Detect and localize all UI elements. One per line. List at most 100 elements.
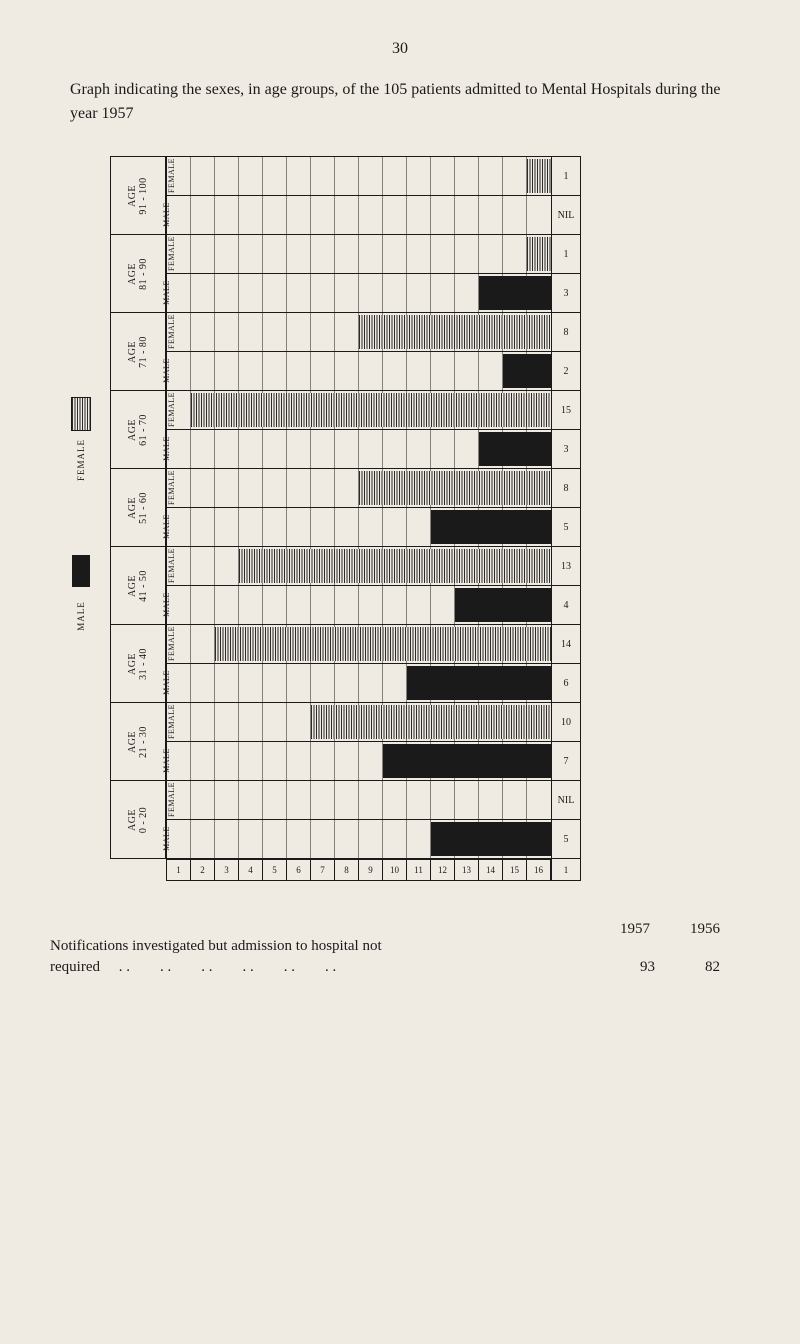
- bar-male: [479, 276, 551, 310]
- value-male: 5: [552, 820, 581, 859]
- bar-male: [479, 432, 551, 466]
- bar-male: [503, 354, 551, 388]
- value-female: 14: [552, 625, 581, 664]
- footer-year-a: 1957: [620, 921, 650, 938]
- legend-swatch-female: [71, 397, 91, 431]
- x-tick: 12: [431, 859, 455, 880]
- legend-label-male: MALE: [76, 601, 86, 631]
- age-group-row: AGE81 - 90 FEMALE 1: [111, 235, 581, 274]
- bar-cell-female: [167, 625, 552, 664]
- age-group-row: MALE 4: [111, 586, 581, 625]
- bar-female: [359, 471, 551, 505]
- bar-cell-female: [167, 469, 552, 508]
- chart-table: AGE91 - 100 FEMALE 1MALE NIL AGE81: [110, 156, 581, 881]
- age-group-row: MALE 7: [111, 742, 581, 781]
- age-group-row: MALE 2: [111, 352, 581, 391]
- x-tick: 11: [407, 859, 431, 880]
- bar-female: [527, 237, 551, 271]
- age-group-row: MALE 3: [111, 430, 581, 469]
- bar-cell-male: [167, 586, 552, 625]
- age-group-row: MALE 5: [111, 508, 581, 547]
- bar-female: [215, 627, 551, 661]
- value-female: 13: [552, 547, 581, 586]
- footer: 1957 1956 Notifications investigated but…: [50, 921, 750, 976]
- bar-cell-female: [167, 781, 552, 820]
- value-male: 2: [552, 352, 581, 391]
- age-group-row: AGE91 - 100 FEMALE 1: [111, 157, 581, 196]
- value-male: 5: [552, 508, 581, 547]
- age-label-cell: AGE31 - 40: [111, 625, 166, 703]
- age-group-row: MALE 3: [111, 274, 581, 313]
- x-tick: 3: [215, 859, 239, 880]
- value-male: 3: [552, 430, 581, 469]
- bar-cell-male: [167, 664, 552, 703]
- bar-male: [431, 822, 551, 856]
- bar-cell-female: [167, 547, 552, 586]
- x-tick: 16: [527, 859, 551, 880]
- x-tick: 2: [191, 859, 215, 880]
- age-group-row: AGE41 - 50 FEMALE 13: [111, 547, 581, 586]
- bar-cell-male: [167, 430, 552, 469]
- chart: AGE91 - 100 FEMALE 1MALE NIL AGE81: [110, 156, 581, 881]
- bar-cell-female: [167, 157, 552, 196]
- legend-label-female: FEMALE: [76, 439, 86, 481]
- page-number: 30: [50, 40, 750, 58]
- footer-val-b: 82: [705, 959, 720, 976]
- value-male: 6: [552, 664, 581, 703]
- age-label-cell: AGE81 - 90: [111, 235, 166, 313]
- x-tick: 13: [455, 859, 479, 880]
- bar-male: [431, 510, 551, 544]
- value-female: 8: [552, 469, 581, 508]
- legend: FEMALE MALE: [60, 397, 102, 641]
- value-male: 4: [552, 586, 581, 625]
- x-tick: 4: [239, 859, 263, 880]
- age-group-row: AGE61 - 70 FEMALE 15: [111, 391, 581, 430]
- x-axis: 16151413121110987654321 1: [111, 859, 581, 881]
- bar-cell-male: [167, 274, 552, 313]
- bar-cell-male: [167, 742, 552, 781]
- age-group-row: AGE71 - 80 FEMALE 8: [111, 313, 581, 352]
- age-label-cell: AGE41 - 50: [111, 547, 166, 625]
- bar-cell-female: [167, 313, 552, 352]
- bar-female: [311, 705, 551, 739]
- value-male: 7: [552, 742, 581, 781]
- bar-female: [191, 393, 551, 427]
- x-tick: 8: [335, 859, 359, 880]
- footer-text-line1: Notifications investigated but admission…: [50, 938, 750, 955]
- value-female: 1: [552, 235, 581, 274]
- age-group-row: MALE NIL: [111, 196, 581, 235]
- age-group-row: MALE 6: [111, 664, 581, 703]
- x-tick: 15: [503, 859, 527, 880]
- age-group-row: AGE0 - 20 FEMALE NIL: [111, 781, 581, 820]
- age-label-cell: AGE0 - 20: [111, 781, 166, 859]
- bar-cell-female: [167, 703, 552, 742]
- value-female: 10: [552, 703, 581, 742]
- x-tick: 6: [287, 859, 311, 880]
- x-tick: 14: [479, 859, 503, 880]
- x-tick: 1: [552, 859, 581, 881]
- footer-text-line2-label: required: [50, 959, 100, 975]
- value-female: 15: [552, 391, 581, 430]
- value-female: 8: [552, 313, 581, 352]
- bar-cell-male: [167, 820, 552, 859]
- bar-cell-male: [167, 196, 552, 235]
- footer-dots: . . . . . . . . . . . .: [119, 959, 337, 975]
- value-female: 1: [552, 157, 581, 196]
- age-group-row: AGE31 - 40 FEMALE 14: [111, 625, 581, 664]
- bar-cell-female: [167, 235, 552, 274]
- legend-swatch-male: [72, 555, 90, 587]
- bar-female: [239, 549, 551, 583]
- legend-female: FEMALE: [60, 397, 102, 485]
- age-label-cell: AGE21 - 30: [111, 703, 166, 781]
- chart-title: Graph indicating the sexes, in age group…: [70, 78, 730, 126]
- value-male: NIL: [552, 196, 581, 235]
- legend-male: MALE: [66, 555, 96, 641]
- x-tick: 1: [167, 859, 191, 880]
- bar-cell-male: [167, 508, 552, 547]
- value-male: 3: [552, 274, 581, 313]
- bar-male: [455, 588, 551, 622]
- bar-cell-female: [167, 391, 552, 430]
- bar-male: [383, 744, 551, 778]
- age-group-row: MALE 5: [111, 820, 581, 859]
- x-tick: 7: [311, 859, 335, 880]
